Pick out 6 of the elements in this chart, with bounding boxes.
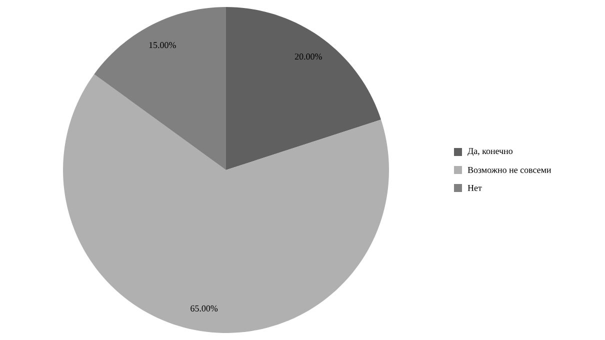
- data-label: 65.00%: [190, 305, 218, 312]
- legend-label: Да, конечно: [468, 148, 512, 156]
- legend-label: Возможно не совсеми: [468, 167, 552, 173]
- legend-label: Нет: [468, 185, 482, 191]
- data-label: 15.00%: [149, 42, 176, 48]
- data-label: 20.00%: [294, 54, 322, 60]
